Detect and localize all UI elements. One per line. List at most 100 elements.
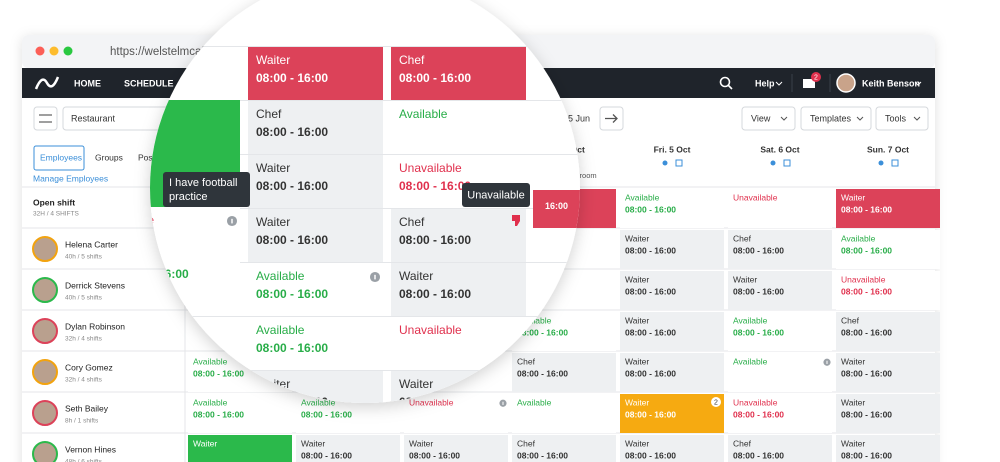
manage-employees-link[interactable]: Manage Employees [33,173,108,183]
logo[interactable] [34,76,60,90]
employee-name[interactable]: Vernon Hines [65,444,116,454]
shift-cell[interactable] [512,394,616,433]
shift-cell[interactable] [836,312,940,351]
chevron [775,81,783,86]
shift-cell[interactable] [728,271,832,310]
shift-cell[interactable] [728,353,832,392]
shift-cell[interactable] [248,47,383,100]
user-avatar[interactable] [836,73,856,93]
shift-label: Waiter [841,193,865,203]
shift-cell[interactable] [512,353,616,392]
shift-label: Chef [733,439,752,449]
shift-cell[interactable] [620,353,724,392]
shift-label: Waiter [256,215,290,229]
employee-summary: 32h / 4 shifts [65,336,103,343]
employee-name[interactable]: Derrick Stevens [65,280,125,290]
close-dot[interactable] [35,46,45,56]
shift-label: Available [193,398,228,408]
eye-icon[interactable] [878,160,884,166]
shift-cell[interactable] [248,317,383,370]
tooltip [462,183,530,207]
magnified-view: Waiter 08:00 - 16:00 Chef 08:00 - 16:00 Wait… [130,46,593,403]
edit-icon[interactable] [783,159,791,167]
shift-cell[interactable] [620,271,724,310]
shift-label: Waiter [841,357,865,367]
shift-time: 08:00 - 16:00 [625,205,676,215]
user-name[interactable]: Keith Benson [862,78,920,88]
mail-icon[interactable] [803,79,815,88]
shift-cell[interactable] [836,435,940,462]
shift-cell[interactable] [404,435,508,462]
shift-time: 08:00 - 16:00 [517,369,568,379]
employee-name[interactable]: Cory Gomez [65,362,113,372]
shift-cell[interactable] [728,189,832,228]
shift-cell[interactable] [620,435,724,462]
shift-cell[interactable] [296,435,400,462]
tab[interactable]: Employees [40,152,82,162]
shift-cell[interactable] [620,189,724,228]
help-menu[interactable]: Help [755,78,775,88]
shift-cell[interactable] [620,230,724,269]
shift-cell[interactable] [620,312,724,351]
edit-icon[interactable] [891,159,899,167]
shift-cell[interactable] [188,394,292,433]
shift-time: 08:00 - 16:00 [399,233,471,247]
shift-cell[interactable] [836,271,940,310]
dislike-icon[interactable] [512,215,520,226]
open-shift-summary: 32H / 4 SHIFTS [33,211,80,218]
shift-cell[interactable] [248,263,383,316]
shift-cell[interactable] [728,435,832,462]
shift-cell[interactable] [391,47,526,100]
shift-cell[interactable] [130,207,240,260]
avatar [32,359,58,385]
employee-name[interactable]: Seth Bailey [65,403,109,413]
shift-label: Waiter [409,439,433,449]
tab-active[interactable] [33,145,85,171]
shift-cell[interactable] [248,101,383,154]
day-header: Sat. 6 Oct [760,144,799,154]
edit-icon[interactable] [675,159,683,167]
avatar [32,441,58,462]
toolbar-button[interactable] [875,106,929,131]
shift-time: 16:00 [545,201,568,211]
shift-time: 08:00 - 16:00 [256,71,328,85]
shift-cell[interactable] [512,435,616,462]
shift-cell[interactable] [836,189,940,228]
tab[interactable]: Groups [95,152,123,162]
toolbar-button[interactable] [800,106,872,131]
avatar [32,277,58,303]
day-header: Fri. 5 Oct [654,144,691,154]
shift-time: 08:00 - 16:00 [517,451,568,461]
shift-cell[interactable] [404,394,508,433]
shift-cell[interactable] [391,209,526,262]
employee-name[interactable]: Helena Carter [65,239,118,249]
shift-cell[interactable] [248,209,383,262]
toolbar-button[interactable] [741,106,796,131]
search-icon-handle [727,84,733,90]
filter-button[interactable] [33,106,58,131]
shift-cell[interactable] [391,263,526,316]
shift-label: Chef [733,234,752,244]
shift-cell[interactable] [188,435,292,462]
shift-cell[interactable] [533,190,593,228]
tab[interactable]: Positi [138,152,159,162]
nav-item[interactable]: SCHEDULE [124,78,174,88]
shift-cell[interactable] [836,394,940,433]
employee-name[interactable]: Dylan Robinson [65,321,125,331]
shift-cell[interactable] [728,394,832,433]
search-icon[interactable] [719,76,731,88]
shift-cell[interactable] [836,230,940,269]
shift-time: 08:00 - 16:00 [256,233,328,247]
eye-icon[interactable] [770,160,776,166]
eye-icon[interactable] [662,160,668,166]
zoom-dot[interactable] [63,46,73,56]
shift-cell[interactable] [391,101,526,154]
shift-time: 08:00 - 16:00 [841,246,892,256]
shift-cell[interactable] [728,230,832,269]
shift-cell[interactable] [728,312,832,351]
shift-cell[interactable] [248,155,383,208]
minimize-dot[interactable] [49,46,59,56]
shift-cell[interactable] [836,353,940,392]
shift-cell[interactable] [620,394,724,433]
nav-item[interactable]: HOME [74,78,101,88]
